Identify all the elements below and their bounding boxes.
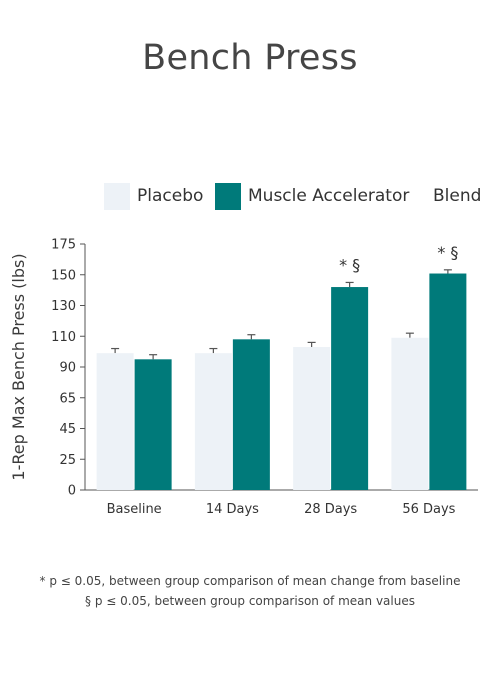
bar-placebo [194, 353, 232, 490]
footnote-2: § p ≤ 0.05, between group comparison of … [85, 594, 415, 608]
x-tick-label: 56 Days [402, 502, 455, 517]
legend-label-placebo: Placebo [137, 186, 204, 206]
y-tick-label: 65 [59, 391, 76, 406]
y-tick-label: 110 [51, 330, 76, 345]
bar-placebo [391, 337, 429, 490]
bar-placebo [96, 353, 134, 490]
legend-swatch-muscle-accelerator [215, 183, 241, 210]
significance-marker: * § [437, 243, 458, 262]
significance-marker: * § [339, 255, 360, 274]
bar-muscle-accelerator [134, 359, 172, 490]
y-axis-label: 1-Rep Max Bench Press (lbs) [9, 253, 28, 480]
bar-chart: 1-Rep Max Bench Press (lbs) 0 25 45 65 90 110 1… [9, 238, 478, 517]
y-tick-label: 130 [51, 299, 76, 314]
y-tick-label: 25 [59, 453, 76, 468]
y-tick-label: 150 [51, 268, 76, 283]
y-tick-label: 90 [59, 361, 76, 376]
bar-muscle-accelerator [232, 339, 270, 490]
legend: Placebo Muscle Accelerator Blend [0, 183, 500, 211]
x-tick-label: 28 Days [304, 502, 357, 517]
legend-label-blend: Blend [433, 186, 482, 206]
bar-muscle-accelerator [429, 273, 467, 490]
legend-label-muscle-accelerator: Muscle Accelerator [248, 186, 410, 206]
legend-swatch-placebo [104, 183, 130, 210]
x-tick-label: 14 Days [206, 502, 259, 517]
footnote-1: * p ≤ 0.05, between group comparison of … [39, 574, 461, 588]
chart-title: Bench Press [142, 38, 358, 78]
bar-muscle-accelerator [331, 287, 369, 490]
bar-placebo [293, 347, 331, 490]
y-tick-label: 175 [51, 238, 76, 253]
y-tick-label: 45 [59, 422, 76, 437]
x-tick-label: Baseline [107, 502, 162, 517]
y-tick-label: 0 [68, 484, 76, 499]
